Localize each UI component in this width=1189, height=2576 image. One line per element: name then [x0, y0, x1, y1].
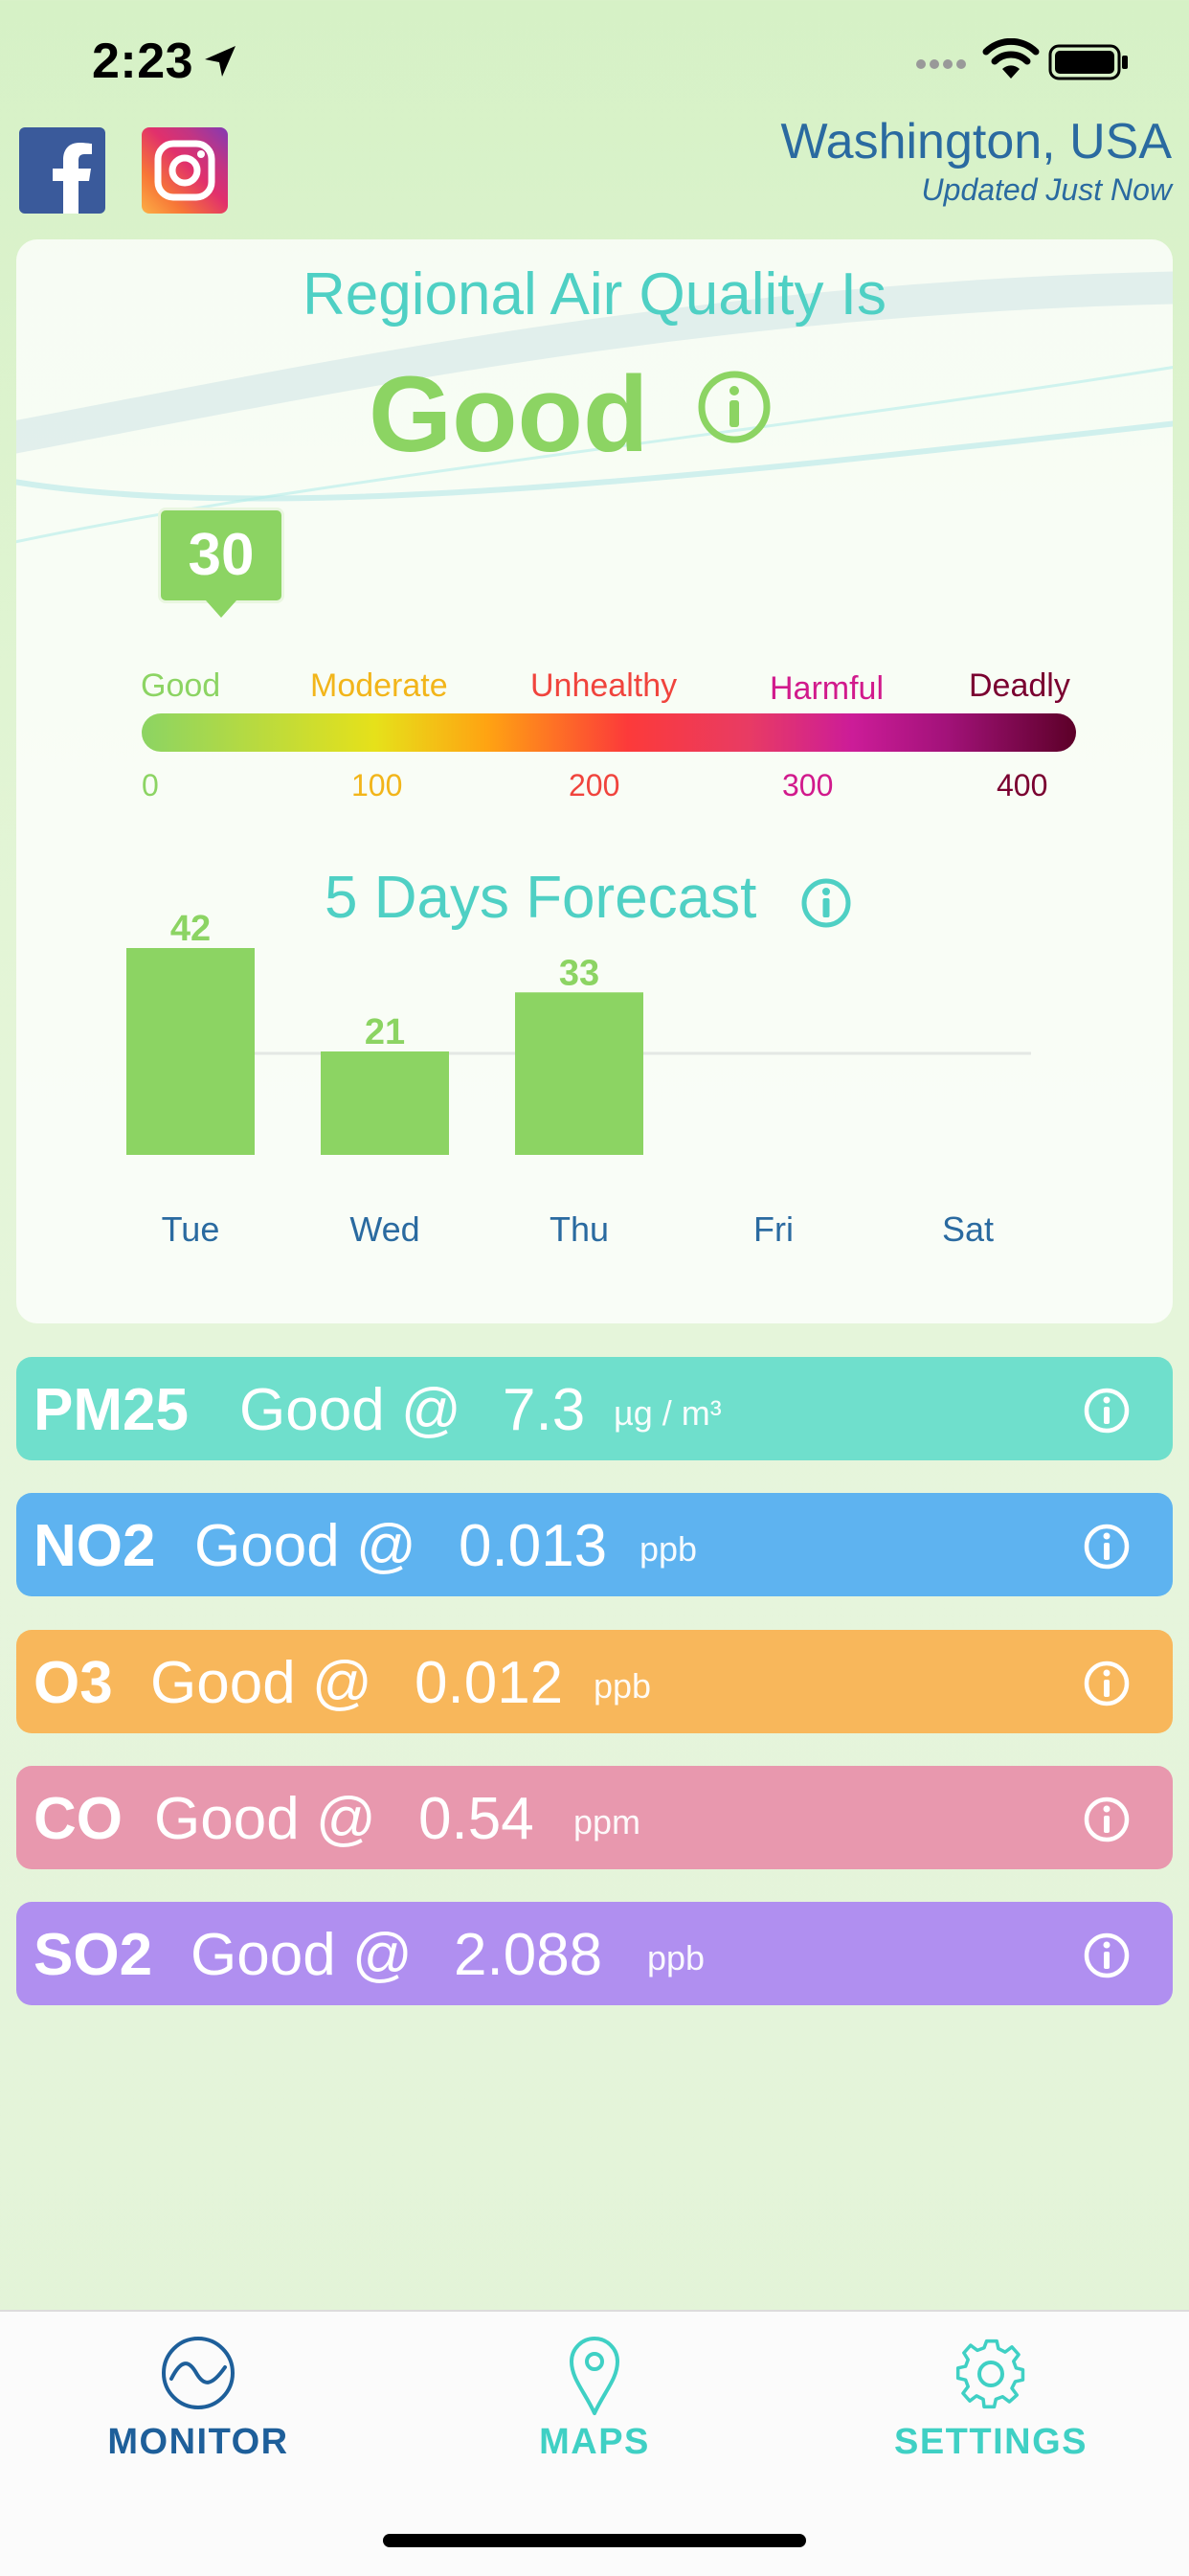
forecast-bar-wed: [321, 1051, 449, 1155]
pollutant-unit: ppm: [573, 1802, 641, 1842]
forecast-day-label: Sat: [942, 1209, 994, 1249]
pollutant-row-pm25[interactable]: PM25 Good @ 7.3 µg / m³: [16, 1357, 1173, 1460]
wifi-icon: [982, 38, 1040, 79]
scale-label-unhealthy: Unhealthy: [530, 667, 678, 704]
air-quality-heading: Regional Air Quality Is: [303, 261, 886, 328]
cellular-signal-icon: [916, 59, 966, 69]
instagram-icon[interactable]: [142, 127, 228, 214]
battery-icon: [1048, 44, 1128, 80]
pollutant-unit: µg / m³: [614, 1393, 722, 1433]
pollutant-unit: ppb: [594, 1666, 652, 1706]
forecast-day-label: Wed: [349, 1209, 419, 1249]
pollutant-status: Good @: [191, 1922, 413, 1988]
forecast-day-label: Thu: [550, 1209, 609, 1249]
decorative-swoosh: [16, 271, 1173, 544]
scale-number: 0: [142, 768, 159, 802]
pollutant-value: 0.012: [415, 1650, 564, 1716]
status-bar: 2:23: [0, 0, 1189, 124]
scale-number: 300: [782, 768, 834, 802]
pollutant-name: O3: [34, 1650, 113, 1716]
tab-label: SETTINGS: [893, 2422, 1088, 2462]
pollutant-row-o3[interactable]: O3 Good @ 0.012 ppb: [16, 1630, 1173, 1733]
forecast-day-label: Fri: [753, 1209, 794, 1249]
pollutant-name: CO: [34, 1786, 123, 1852]
pollutant-value: 0.54: [418, 1786, 534, 1852]
tab-label: MONITOR: [107, 2422, 289, 2462]
info-icon[interactable]: [1083, 1660, 1131, 1707]
scale-label-good: Good: [141, 667, 221, 704]
scale-number: 200: [569, 768, 620, 802]
tab-monitor[interactable]: MONITOR: [0, 2312, 396, 2503]
forecast-day-label: Tue: [162, 1209, 220, 1249]
tab-label: MAPS: [539, 2422, 650, 2462]
pollutant-unit: ppb: [639, 1529, 698, 1569]
location-updated: Updated Just Now: [921, 172, 1172, 207]
pollutant-value: 7.3: [503, 1377, 586, 1443]
scale-number: 100: [351, 768, 403, 802]
info-icon[interactable]: [1083, 1932, 1131, 1979]
forecast-heading: 5 Days Forecast: [325, 865, 757, 931]
info-icon[interactable]: [1083, 1796, 1131, 1843]
forecast-bar-chart: 42 Tue 21 Wed 33 Thu Fri Sat: [126, 910, 1031, 1249]
forecast-value-label: 33: [559, 953, 599, 993]
location-arrow-icon: [205, 46, 236, 77]
pollutant-status: Good @: [154, 1786, 376, 1852]
scale-number: 400: [997, 768, 1048, 802]
aqi-value: 30: [158, 508, 284, 603]
aqi-marker-pointer: [206, 600, 236, 618]
pollutant-row-no2[interactable]: NO2 Good @ 0.013 ppb: [16, 1493, 1173, 1596]
pollutant-row-so2[interactable]: SO2 Good @ 2.088 ppb: [16, 1902, 1173, 2005]
pollutant-name: PM25: [34, 1377, 189, 1443]
pollutant-name: SO2: [34, 1922, 153, 1988]
facebook-icon[interactable]: [19, 127, 105, 214]
info-icon[interactable]: [1083, 1387, 1131, 1435]
home-indicator[interactable]: [383, 2534, 806, 2547]
aqi-scale-bar: [142, 713, 1076, 752]
info-icon[interactable]: [799, 876, 853, 930]
pollutant-value: 2.088: [454, 1922, 603, 1988]
location-city: Washington, USA: [780, 114, 1172, 169]
gear-icon: [955, 2339, 1025, 2409]
pollutant-status: Good @: [150, 1650, 372, 1716]
scale-label-deadly: Deadly: [969, 667, 1070, 704]
air-quality-status: Good: [369, 354, 649, 474]
forecast-value-label: 21: [365, 1012, 405, 1052]
map-pin-icon: [570, 2337, 619, 2415]
pollutant-status: Good @: [239, 1377, 461, 1443]
pollutant-unit: ppb: [647, 1938, 706, 1977]
forecast-bar-tue: [126, 948, 255, 1155]
info-icon[interactable]: [1083, 1523, 1131, 1570]
forecast-bar-thu: [515, 992, 643, 1155]
pollutant-status: Good @: [194, 1513, 416, 1579]
scale-label-harmful: Harmful: [770, 670, 885, 707]
status-time: 2:23: [92, 34, 194, 89]
scale-label-moderate: Moderate: [310, 667, 448, 704]
air-quality-card: Regional Air Quality Is Good 30 Good Mod…: [16, 239, 1173, 1323]
pollutant-value: 0.013: [459, 1513, 608, 1579]
aqi-marker: 30: [158, 508, 284, 618]
info-icon[interactable]: [696, 369, 773, 445]
tab-bar: MONITOR MAPS SETTINGS: [0, 2310, 1189, 2576]
tab-settings[interactable]: SETTINGS: [793, 2312, 1189, 2503]
pollutant-row-co[interactable]: CO Good @ 0.54 ppm: [16, 1766, 1173, 1869]
monitor-wave-icon: [162, 2337, 235, 2409]
forecast-value-label: 42: [170, 910, 211, 949]
pollutant-name: NO2: [34, 1513, 156, 1579]
tab-maps[interactable]: MAPS: [396, 2312, 793, 2503]
